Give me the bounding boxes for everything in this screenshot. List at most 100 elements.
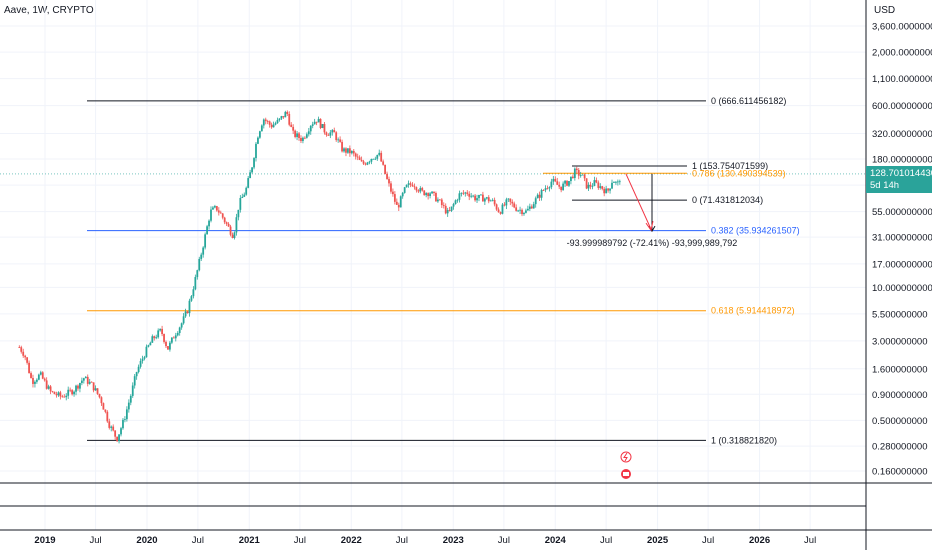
candle-body — [278, 118, 281, 120]
candle-body — [519, 209, 521, 211]
x-tick-label: Jul — [702, 535, 714, 546]
y-tick-label: 0.500000000 — [872, 416, 927, 427]
candle-body — [570, 176, 572, 182]
candle-body — [585, 178, 588, 189]
y-tick-label: 0.900000000 — [872, 390, 927, 401]
candle-body — [534, 198, 537, 205]
candle-body — [611, 182, 613, 189]
candle-body — [552, 178, 555, 182]
candle-body — [407, 183, 410, 185]
candle-body — [294, 130, 297, 137]
candle-body — [546, 188, 549, 190]
candle-body — [272, 124, 275, 128]
candle-body — [169, 342, 171, 350]
y-tick-label: 17.000000000 — [872, 259, 932, 270]
y-tick-label: 320.000000000 — [872, 129, 932, 140]
candle-body — [523, 212, 525, 215]
candle-body — [184, 311, 187, 317]
candle-body — [333, 130, 336, 133]
candle-body — [298, 133, 300, 138]
candle-body — [501, 204, 504, 214]
candle-body — [378, 152, 381, 155]
candle-body — [120, 428, 122, 435]
candle-body — [374, 158, 377, 160]
candle-body — [388, 179, 390, 184]
candle-body — [343, 148, 345, 152]
candle-body — [435, 193, 437, 202]
candle-body — [497, 209, 500, 213]
candle-body — [321, 124, 324, 129]
candle-body — [450, 206, 453, 211]
candle-body — [141, 358, 144, 362]
candle-body — [493, 199, 496, 205]
candle-body — [188, 300, 191, 314]
candle-body — [366, 162, 369, 165]
candle-body — [337, 139, 340, 141]
candle-body — [245, 187, 248, 195]
candle-body — [122, 419, 124, 429]
fib-level-label: 1 (153.754071599) — [692, 161, 768, 171]
candle-body — [71, 390, 74, 395]
candle-body — [335, 132, 338, 141]
candle-body — [558, 184, 561, 187]
y-tick-label: 3,600.000000000 — [872, 22, 932, 33]
candle-body — [170, 337, 173, 343]
candle-body — [57, 392, 60, 396]
fib-retracements: 0 (666.611456182) 0.382 (35.934261507) 0.6… — [0, 96, 866, 445]
candle-body — [530, 206, 533, 209]
candle-body — [411, 184, 414, 187]
candle-body — [417, 190, 420, 192]
candle-body — [110, 426, 113, 428]
candle-body — [390, 183, 392, 192]
candle-body — [423, 190, 426, 196]
candle-body — [174, 335, 177, 339]
candle-body — [88, 381, 91, 384]
candle-body — [196, 270, 199, 278]
candle-body — [223, 217, 226, 223]
flag-icon — [623, 472, 629, 476]
candle-body — [454, 200, 457, 205]
candle-body — [616, 181, 619, 183]
candle-body — [331, 130, 334, 133]
event-icons — [620, 451, 632, 479]
candle-body — [288, 113, 291, 125]
candle-body — [509, 198, 512, 202]
candle-body — [208, 220, 210, 227]
candle-body — [204, 234, 207, 248]
candle-body — [112, 426, 115, 431]
candle-body — [22, 351, 25, 356]
currency-label[interactable]: USD — [874, 5, 896, 16]
candle-body — [35, 379, 38, 382]
candle-body — [587, 184, 590, 189]
candle-body — [525, 210, 527, 213]
candle-body — [255, 143, 257, 159]
candle-body — [194, 277, 197, 290]
candle-body — [395, 201, 398, 205]
candle-body — [129, 395, 132, 403]
candle-body — [409, 183, 412, 185]
fib-level-label: 0 (666.611456182) — [711, 96, 786, 106]
candle-body — [219, 212, 222, 214]
candle-body — [615, 181, 617, 183]
candle-body — [98, 393, 101, 398]
candle-body — [180, 323, 183, 328]
candle-body — [352, 150, 355, 154]
candle-body — [566, 180, 568, 186]
candle-body — [542, 190, 545, 191]
candle-body — [305, 134, 308, 138]
candle-body — [425, 193, 428, 196]
candle-body — [84, 376, 87, 379]
candle-body — [452, 204, 455, 207]
candle-body — [571, 176, 574, 179]
candle-body — [249, 172, 252, 179]
candle-body — [372, 158, 375, 160]
y-tick-label: 5.500000000 — [872, 309, 927, 320]
candle-body — [401, 192, 404, 197]
candle-body — [253, 158, 255, 168]
candle-body — [24, 355, 27, 358]
candle-body — [601, 186, 604, 189]
candle-body — [476, 198, 478, 201]
candle-body — [327, 135, 330, 136]
candle-body — [45, 380, 48, 389]
